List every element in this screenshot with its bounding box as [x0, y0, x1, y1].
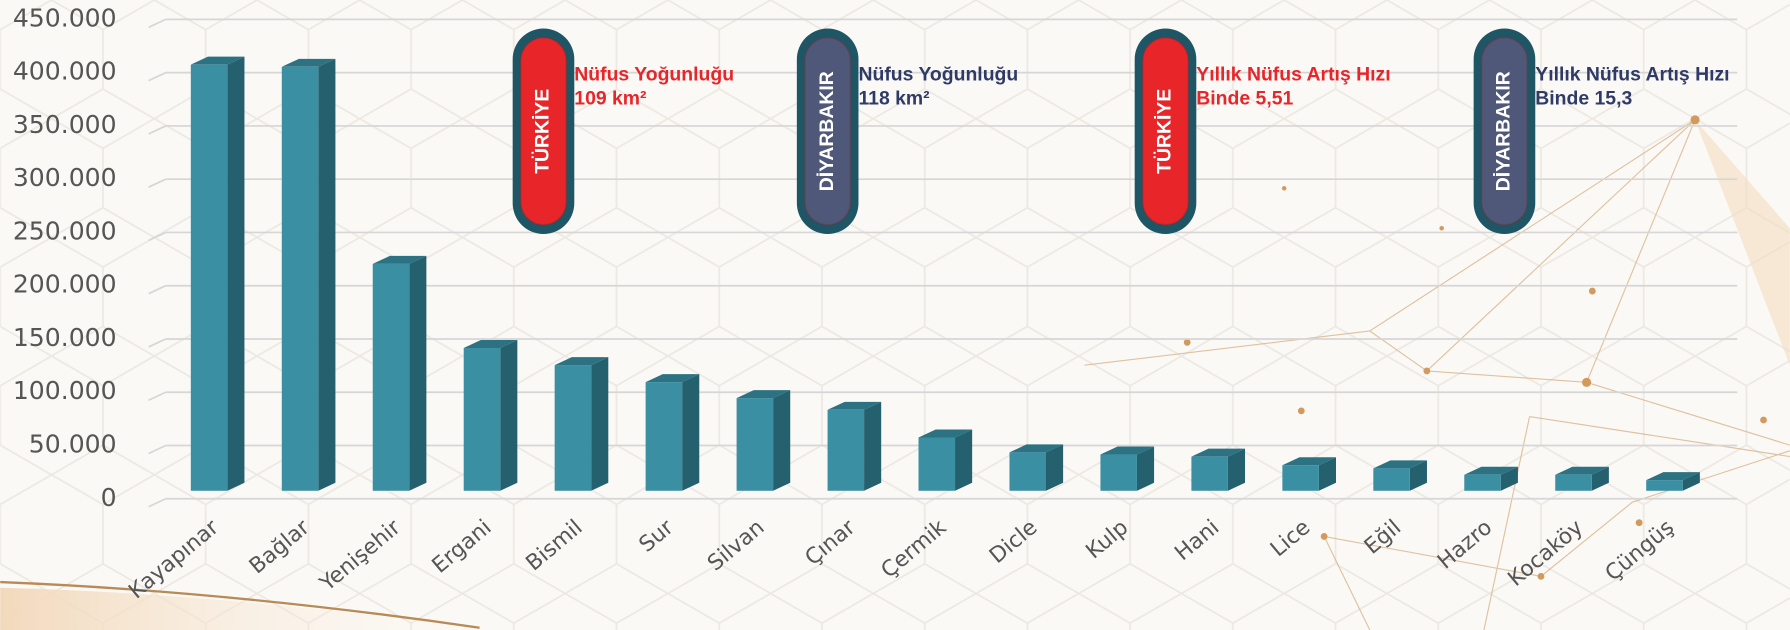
bar	[191, 65, 228, 491]
badge-label: DİYARBAKIR	[815, 71, 838, 191]
bar-side	[773, 390, 790, 491]
bar-side	[1046, 444, 1063, 490]
y-tick-label: 50.000	[29, 429, 117, 458]
bar	[1100, 455, 1137, 491]
bar	[1646, 480, 1683, 491]
annotation-title: Nüfus Yoğunluğu	[858, 63, 1018, 85]
annotation-title: Nüfus Yoğunluğu	[574, 63, 734, 85]
bar	[1555, 475, 1592, 491]
bar	[828, 410, 865, 491]
annotation-text: 109 km²	[574, 87, 647, 109]
bar	[1464, 475, 1501, 491]
annotation-text: Binde 5,51	[1196, 87, 1293, 109]
bar	[919, 438, 956, 491]
bar-side	[227, 57, 244, 491]
bar	[282, 67, 319, 491]
bar	[1009, 452, 1046, 490]
bar	[373, 264, 410, 491]
badge-label: DİYARBAKIR	[1492, 71, 1515, 191]
bar-side	[591, 357, 608, 491]
bar-side	[682, 374, 699, 491]
bar	[555, 365, 592, 491]
y-tick-label: 200.000	[13, 270, 117, 299]
y-tick-label: 300.000	[13, 163, 117, 192]
bar	[737, 398, 774, 491]
annotation-title: Yıllık Nüfus Artış Hızı	[1196, 63, 1390, 85]
bar	[646, 382, 683, 491]
bar-side	[500, 340, 517, 491]
y-tick-label: 150.000	[13, 323, 117, 352]
badge-label: TÜRKİYE	[531, 89, 554, 174]
y-tick-label: 350.000	[13, 110, 117, 139]
annotation-text: Binde 15,3	[1535, 87, 1632, 109]
bar	[1373, 468, 1410, 490]
badge-label: TÜRKİYE	[1153, 89, 1176, 174]
bar-side	[318, 59, 335, 491]
y-tick-label: 250.000	[13, 216, 117, 245]
annotation-text: 118 km²	[858, 87, 930, 109]
bar	[464, 348, 501, 491]
y-tick-label: 100.000	[13, 376, 117, 405]
page: 0 50.000 100.000 150.000 200.000 250.000 300.0…	[0, 0, 1790, 630]
y-tick-label: 450.000	[13, 3, 117, 32]
bar-side	[409, 256, 426, 491]
y-tick-label: 400.000	[13, 57, 117, 86]
annotation-title: Yıllık Nüfus Artış Hızı	[1535, 63, 1729, 85]
bar-side	[864, 402, 881, 491]
y-tick-label: 0	[101, 483, 117, 512]
bar-side	[955, 430, 972, 491]
bar	[1282, 465, 1319, 491]
chart: 0 50.000 100.000 150.000 200.000 250.000 300.0…	[0, 0, 1790, 630]
bar	[1191, 457, 1228, 491]
